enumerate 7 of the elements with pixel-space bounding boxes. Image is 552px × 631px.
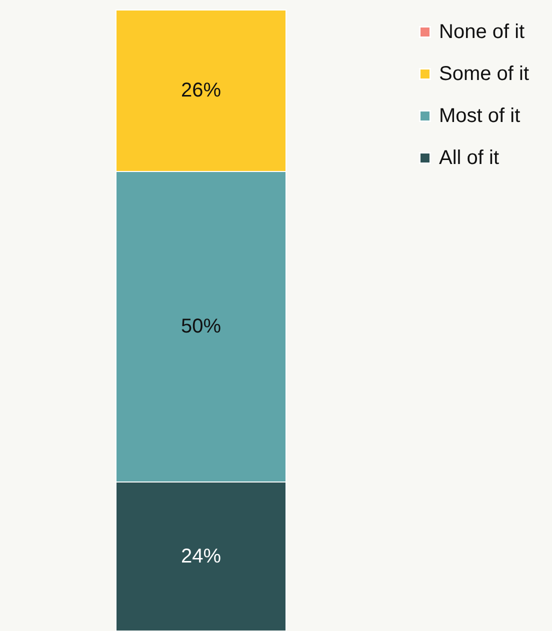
- data-label: 26%: [180, 80, 222, 102]
- legend-label: Most of it: [439, 105, 521, 127]
- legend-label: Some of it: [439, 63, 530, 85]
- data-label: 24%: [180, 545, 222, 568]
- data-label: 50%: [180, 316, 222, 338]
- legend-label: None of it: [439, 21, 526, 43]
- legend-label: All of it: [439, 147, 500, 169]
